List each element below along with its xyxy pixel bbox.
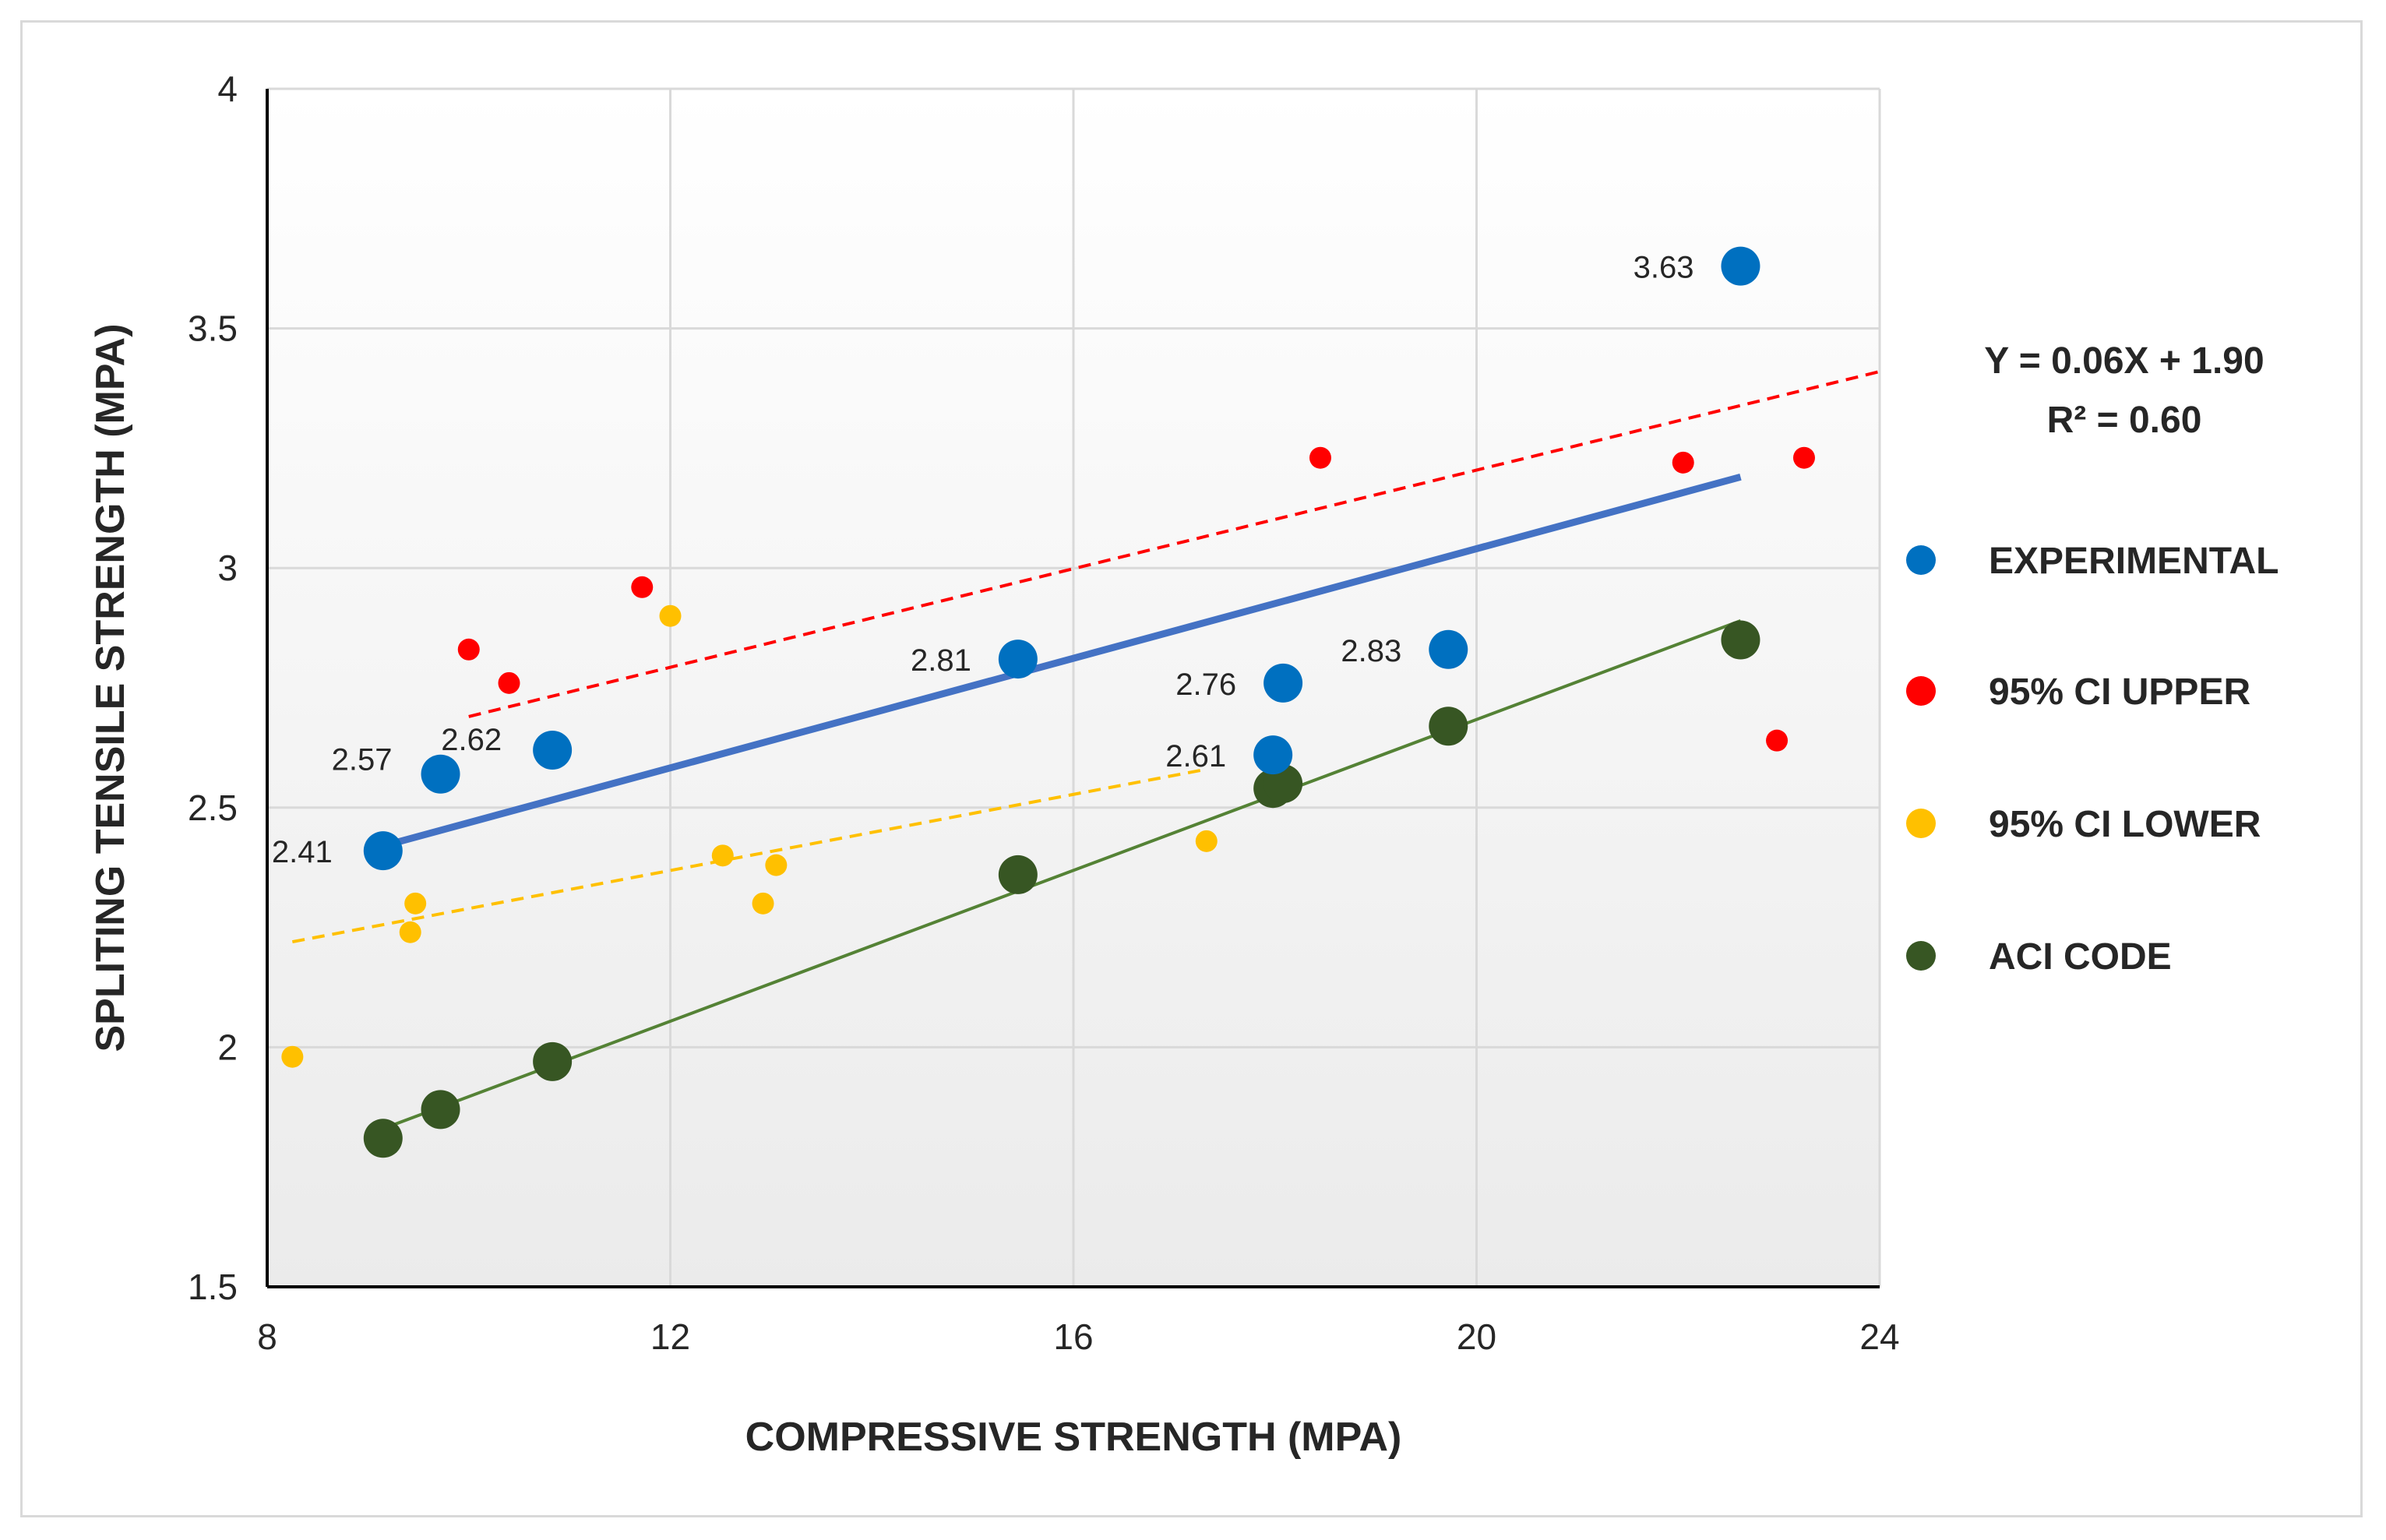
x-tick-label: 20	[1457, 1316, 1496, 1357]
experimental-point	[998, 640, 1038, 679]
y-tick-label: 1.5	[188, 1267, 238, 1307]
95-ci-upper-point	[1766, 729, 1789, 752]
experimental-point	[421, 754, 460, 794]
95-ci-lower-legend-marker	[1906, 809, 1936, 838]
legend: EXPERIMENTAL 95% CI UPPER 95% CI LOWER ACI …	[1906, 541, 2279, 978]
95-ci-upper-point	[1792, 446, 1815, 469]
x-tick-label: 8	[257, 1316, 277, 1357]
95-ci-lower-point	[752, 892, 774, 914]
experimental-point	[1263, 663, 1303, 703]
95-ci-upper-point	[457, 638, 480, 661]
experimental-point	[1429, 629, 1468, 669]
aci-code-point	[998, 855, 1038, 894]
r-squared-value: R² = 0.60	[2047, 400, 2202, 441]
aci-code-point	[421, 1090, 460, 1129]
95-ci-upper-legend-marker	[1906, 676, 1936, 706]
experimental-point	[1721, 246, 1760, 286]
y-tick-label: 3	[217, 548, 238, 588]
aci-code-legend-label: ACI CODE	[1989, 936, 2172, 978]
experimental-data-label: 3.63	[1634, 251, 1694, 285]
aci-code-point	[533, 1041, 573, 1081]
scatter-chart: 2.41 2.57 2.62 2.81 2.61 2.76 2.83 3.63 8 12 16 20…	[88, 69, 2279, 1460]
95-ci-upper-legend-label: 95% CI UPPER	[1989, 671, 2250, 713]
aci-code-point	[1721, 620, 1760, 660]
aci-code-point	[363, 1119, 403, 1158]
experimental-data-label: 2.76	[1175, 668, 1236, 702]
95-ci-lower-point	[281, 1045, 304, 1068]
x-axis-title: COMPRESSIVE STRENGTH (MPA)	[745, 1415, 1402, 1460]
95-ci-upper-point	[631, 576, 654, 598]
95-ci-lower-point	[711, 844, 734, 867]
95-ci-upper-point	[1309, 446, 1331, 469]
aci-code-trendline	[382, 618, 1742, 1130]
trend-equation: Y = 0.06X + 1.90	[1984, 340, 2264, 382]
experimental-legend-marker	[1906, 545, 1936, 575]
x-tick-label: 12	[650, 1316, 690, 1357]
experimental-point	[1253, 735, 1293, 775]
y-tick-label: 2.5	[188, 788, 238, 828]
x-tick-label: 24	[1859, 1316, 1899, 1357]
experimental-data-label: 2.81	[911, 643, 971, 678]
95-ci-upper-point	[498, 671, 520, 694]
aci-code-point	[1429, 707, 1468, 746]
95-ci-lower-point	[659, 604, 682, 627]
experimental-trendline	[382, 473, 1742, 850]
experimental-data-label: 2.61	[1165, 739, 1226, 774]
experimental-data-label: 2.62	[441, 723, 502, 757]
experimental-data-label: 2.83	[1341, 634, 1401, 668]
experimental-point	[533, 730, 573, 770]
experimental-legend-label: EXPERIMENTAL	[1989, 541, 2279, 582]
95-ci-upper-point	[1672, 451, 1694, 474]
95-ci-lower-point	[404, 892, 427, 914]
experimental-data-label: 2.57	[332, 743, 393, 777]
95-ci-lower-trendline	[291, 767, 1207, 944]
95-ci-lower-point	[1195, 830, 1218, 852]
experimental-data-label: 2.41	[272, 835, 333, 869]
95-ci-lower-legend-label: 95% CI LOWER	[1989, 804, 2261, 845]
y-tick-label: 4	[217, 69, 238, 109]
aci-code-legend-marker	[1906, 941, 1936, 971]
x-tick-label: 16	[1053, 1316, 1093, 1357]
chart-frame: 2.41 2.57 2.62 2.81 2.61 2.76 2.83 3.63 8 12 16 20…	[20, 20, 2363, 1517]
y-tick-label: 2	[217, 1027, 238, 1067]
95-ci-lower-point	[399, 921, 421, 943]
y-axis-title: SPLITING TENSILE STRENGTH (MPA)	[88, 323, 133, 1052]
experimental-point	[363, 831, 403, 871]
95-ci-lower-point	[765, 854, 788, 876]
y-tick-label: 3.5	[188, 308, 238, 349]
